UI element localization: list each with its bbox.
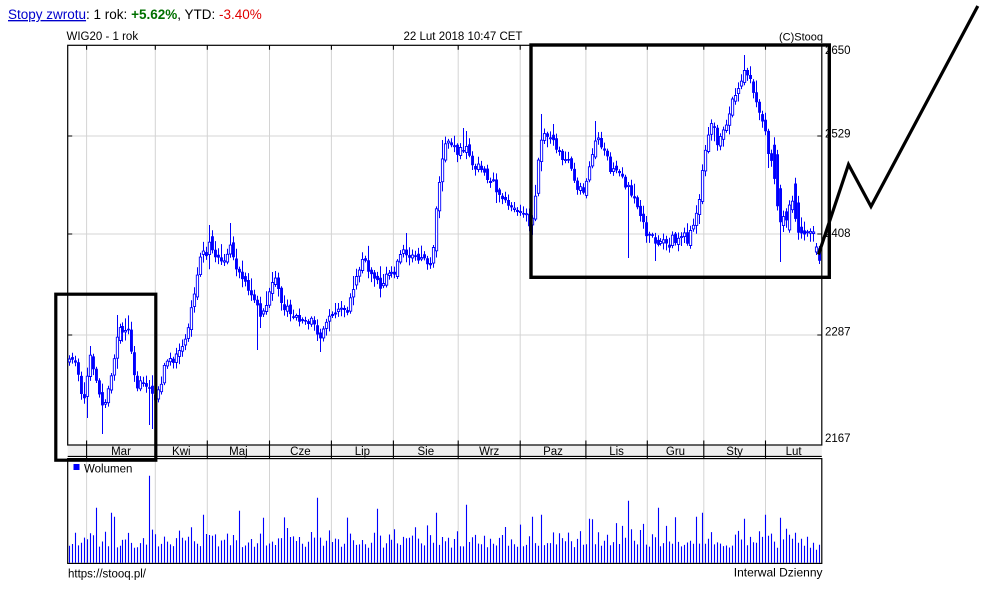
svg-text:2529: 2529 — [825, 129, 851, 141]
svg-text:22 Lut 2018 10:47 CET: 22 Lut 2018 10:47 CET — [404, 31, 523, 43]
svg-text:WIG20 - 1 rok: WIG20 - 1 rok — [67, 31, 139, 43]
svg-text:Maj: Maj — [229, 446, 248, 458]
svg-text:Wolumen: Wolumen — [84, 464, 132, 476]
svg-text:https://stooq.pl/: https://stooq.pl/ — [68, 569, 147, 581]
svg-text:Cze: Cze — [290, 446, 310, 458]
svg-text:2287: 2287 — [825, 327, 851, 339]
svg-text:Mar: Mar — [111, 446, 131, 458]
svg-text:Wrz: Wrz — [479, 446, 499, 458]
svg-text:(C)Stooq: (C)Stooq — [779, 32, 823, 44]
svg-text:Gru: Gru — [666, 446, 685, 458]
svg-text:Lut: Lut — [786, 446, 803, 458]
svg-text:2650: 2650 — [825, 45, 851, 57]
svg-text:Sie: Sie — [417, 446, 434, 458]
svg-text:Paz: Paz — [543, 446, 563, 458]
svg-text:Stopy zwrotu: 1 rok: +5.62%, Y: Stopy zwrotu: 1 rok: +5.62%, YTD: -3.40% — [8, 7, 262, 22]
svg-text:Kwi: Kwi — [172, 446, 191, 458]
svg-text:Lis: Lis — [609, 446, 624, 458]
svg-text:2408: 2408 — [825, 228, 851, 240]
svg-text:Sty: Sty — [726, 446, 743, 458]
svg-text:2167: 2167 — [825, 433, 851, 445]
svg-text:Interwal Dzienny: Interwal Dzienny — [734, 566, 823, 580]
svg-text:Lip: Lip — [355, 446, 370, 458]
